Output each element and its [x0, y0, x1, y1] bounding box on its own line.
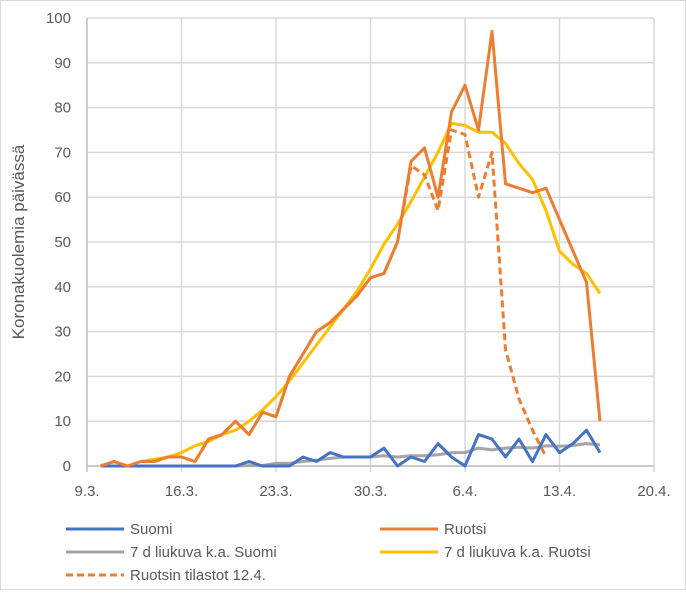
y-tick-label: 50 — [54, 234, 71, 251]
legend-label: 7 d liukuva k.a. Ruotsi — [444, 544, 591, 561]
x-tick-label: 13.4. — [543, 483, 576, 500]
y-tick-labels: 0 10 20 30 40 50 60 70 80 90 100 — [46, 10, 71, 475]
y-tick-label: 80 — [54, 100, 71, 117]
legend-label: Ruotsin tilastot 12.4. — [130, 567, 266, 584]
y-axis-title: Koronakuolemia päivässä — [9, 144, 28, 339]
y-tick-label: 0 — [63, 458, 71, 475]
series-line-suomi — [100, 428, 602, 468]
series-lines — [100, 29, 602, 468]
y-tick-label: 90 — [54, 55, 71, 72]
series-line-ruotsi — [100, 29, 602, 468]
legend: Suomi Ruotsi 7 d liukuva k.a. Suomi 7 d liu… — [66, 521, 591, 584]
legend-label: 7 d liukuva k.a. Suomi — [130, 544, 277, 561]
x-tick-label: 6.4. — [452, 483, 477, 500]
legend-label: Suomi — [130, 521, 173, 538]
x-tick-label: 9.3. — [74, 483, 99, 500]
y-tick-label: 40 — [54, 279, 71, 296]
y-tick-label: 20 — [54, 368, 71, 385]
y-tick-label: 30 — [54, 324, 71, 341]
x-tick-labels: 9.3. 16.3. 23.3. 30.3. 6.4. 13.4. 20.4. — [74, 483, 670, 500]
x-tick-label: 23.3. — [259, 483, 292, 500]
x-tick-label: 30.3. — [354, 483, 387, 500]
x-tick-label: 16.3. — [165, 483, 198, 500]
y-tick-label: 60 — [54, 189, 71, 206]
y-tick-label: 70 — [54, 144, 71, 161]
x-tick-label: 20.4. — [637, 483, 670, 500]
legend-label: Ruotsi — [444, 521, 487, 538]
y-tick-label: 100 — [46, 10, 71, 27]
y-tick-label: 10 — [54, 413, 71, 430]
